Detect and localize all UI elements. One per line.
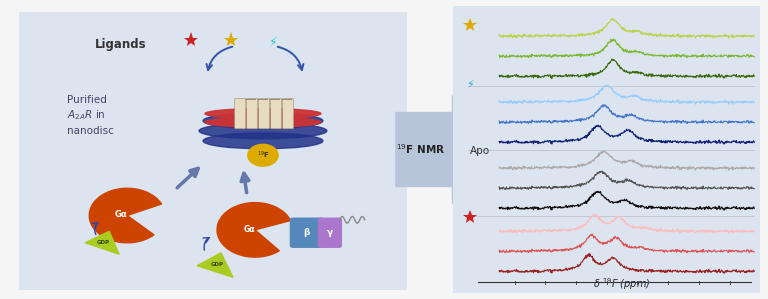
Text: GDP: GDP xyxy=(97,240,110,245)
Wedge shape xyxy=(217,203,290,257)
FancyBboxPatch shape xyxy=(247,98,258,129)
FancyBboxPatch shape xyxy=(259,98,270,129)
Ellipse shape xyxy=(205,109,321,119)
FancyArrow shape xyxy=(395,94,478,205)
Text: Purified
$A_{2A}R$ in
nanodisc: Purified $A_{2A}R$ in nanodisc xyxy=(68,94,114,135)
Text: GDP: GDP xyxy=(211,263,224,267)
Text: $^{19}$F NMR: $^{19}$F NMR xyxy=(396,143,445,156)
Circle shape xyxy=(248,144,278,166)
Text: Gα: Gα xyxy=(243,225,255,234)
Text: ⚡: ⚡ xyxy=(466,80,474,90)
Polygon shape xyxy=(85,231,119,254)
Ellipse shape xyxy=(199,123,327,139)
FancyBboxPatch shape xyxy=(234,98,246,129)
Text: γ: γ xyxy=(326,228,333,237)
Polygon shape xyxy=(197,253,233,277)
Ellipse shape xyxy=(203,113,323,129)
Text: β: β xyxy=(303,228,310,237)
FancyBboxPatch shape xyxy=(270,98,282,129)
Text: Ligands: Ligands xyxy=(95,38,147,51)
FancyBboxPatch shape xyxy=(318,218,342,248)
FancyBboxPatch shape xyxy=(19,12,407,290)
FancyBboxPatch shape xyxy=(290,218,324,248)
FancyBboxPatch shape xyxy=(283,98,293,129)
Text: ⚡: ⚡ xyxy=(269,35,277,48)
Ellipse shape xyxy=(205,117,321,127)
Ellipse shape xyxy=(203,133,323,149)
FancyBboxPatch shape xyxy=(453,6,760,293)
Text: Gα: Gα xyxy=(115,210,127,219)
Text: $^{19}$F: $^{19}$F xyxy=(257,150,270,161)
Text: Apo: Apo xyxy=(470,146,490,156)
Wedge shape xyxy=(89,188,161,243)
Text: δ $^{19}$F (ppm): δ $^{19}$F (ppm) xyxy=(594,276,650,292)
